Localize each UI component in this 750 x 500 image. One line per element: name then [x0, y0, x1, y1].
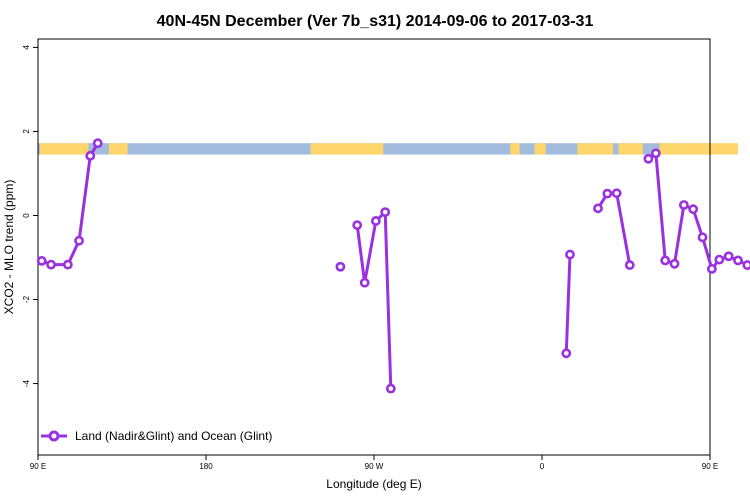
- legend: Land (Nadir&Glint) and Ocean (Glint): [41, 429, 272, 443]
- series-layer: [36, 138, 750, 394]
- data-point: [602, 188, 613, 199]
- land-segment: [39, 143, 89, 155]
- data-point: [650, 148, 661, 159]
- land-segment: [577, 143, 613, 155]
- data-point: [335, 261, 346, 272]
- plot-frame: [37, 38, 711, 456]
- data-point: [359, 277, 370, 288]
- data-point: [697, 232, 708, 243]
- series-line: [564, 254, 572, 354]
- chart-title: 40N-45N December (Ver 7b_s31) 2014-09-06…: [157, 13, 594, 30]
- data-point: [660, 255, 671, 266]
- x-tick-label: 90 E: [30, 462, 46, 471]
- x-tick-label: 90 E: [702, 462, 718, 471]
- data-point: [370, 216, 381, 226]
- y-tick-label: 2: [22, 129, 31, 134]
- data-point: [565, 249, 575, 260]
- data-point: [669, 258, 680, 269]
- data-point: [92, 138, 103, 149]
- land-segment: [618, 143, 643, 155]
- data-point: [723, 251, 734, 262]
- x-tick-label: 0: [540, 462, 545, 471]
- x-tick-label: 90 W: [365, 462, 384, 471]
- y-axis: -4 -2 0 2 4: [22, 45, 38, 387]
- series-line: [355, 210, 393, 389]
- data-point: [742, 260, 750, 270]
- data-point: [733, 255, 743, 266]
- land-segment: [310, 143, 384, 155]
- data-point: [714, 254, 725, 265]
- series-line: [647, 151, 748, 271]
- data-point: [678, 200, 689, 210]
- y-tick-label: -2: [22, 295, 31, 303]
- data-point: [36, 255, 47, 266]
- data-point: [624, 260, 635, 270]
- x-tick-label: 180: [199, 462, 213, 471]
- series-line: [41, 142, 100, 267]
- data-point: [46, 259, 56, 270]
- data-point: [593, 203, 603, 214]
- y-tick-label: 0: [22, 213, 31, 218]
- data-point: [611, 188, 622, 199]
- data-point: [74, 235, 84, 246]
- data-point: [643, 153, 654, 164]
- data-point: [352, 220, 363, 231]
- land-segment: [510, 143, 520, 155]
- data-point: [380, 207, 391, 218]
- series-line: [596, 191, 632, 266]
- land-segment: [108, 143, 128, 155]
- y-tick-label: -4: [22, 379, 31, 387]
- legend-label: Land (Nadir&Glint) and Ocean (Glint): [75, 429, 272, 443]
- x-axis-label: Longitude (deg E): [326, 477, 421, 491]
- data-point: [688, 204, 699, 215]
- data-point: [706, 263, 717, 274]
- land-ocean-band: [38, 143, 738, 155]
- y-axis-label: XCO2 - MLO trend (ppm): [2, 180, 16, 315]
- x-axis: 90 E 180 90 W 0 90 E: [30, 455, 718, 471]
- data-point: [62, 259, 73, 270]
- legend-marker: [48, 430, 60, 442]
- land-segment: [659, 143, 738, 155]
- data-point: [561, 348, 572, 359]
- data-point: [85, 150, 96, 161]
- y-tick-label: 4: [22, 45, 31, 50]
- land-segment: [534, 143, 546, 155]
- data-point: [385, 383, 396, 394]
